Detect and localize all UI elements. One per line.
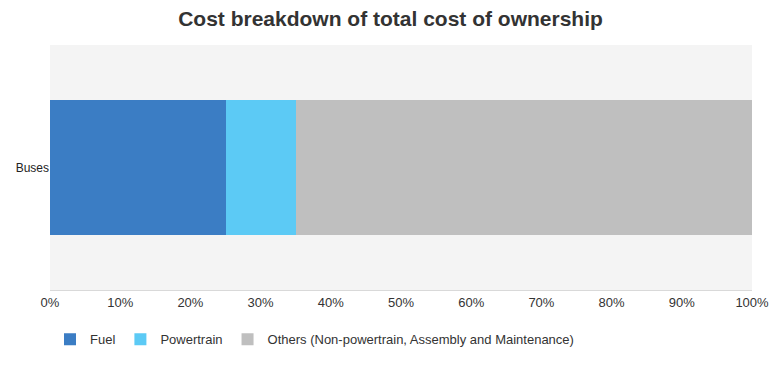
svg-text:Cost breakdown of total cost o: Cost breakdown of total cost of ownershi… bbox=[178, 7, 603, 30]
svg-text:20%: 20% bbox=[177, 295, 203, 310]
svg-text:10%: 10% bbox=[107, 295, 133, 310]
svg-text:Fuel: Fuel bbox=[90, 332, 115, 347]
svg-text:30%: 30% bbox=[248, 295, 274, 310]
svg-text:100%: 100% bbox=[735, 295, 769, 310]
svg-text:80%: 80% bbox=[599, 295, 625, 310]
svg-text:Powertrain: Powertrain bbox=[160, 332, 222, 347]
svg-text:60%: 60% bbox=[458, 295, 484, 310]
svg-text:Others (Non-powertrain, Assemb: Others (Non-powertrain, Assembly and Mai… bbox=[268, 332, 574, 347]
svg-text:40%: 40% bbox=[318, 295, 344, 310]
svg-text:50%: 50% bbox=[388, 295, 414, 310]
svg-text:0%: 0% bbox=[41, 295, 60, 310]
svg-text:70%: 70% bbox=[528, 295, 554, 310]
svg-text:90%: 90% bbox=[669, 295, 695, 310]
svg-text:Buses: Buses bbox=[16, 161, 49, 175]
